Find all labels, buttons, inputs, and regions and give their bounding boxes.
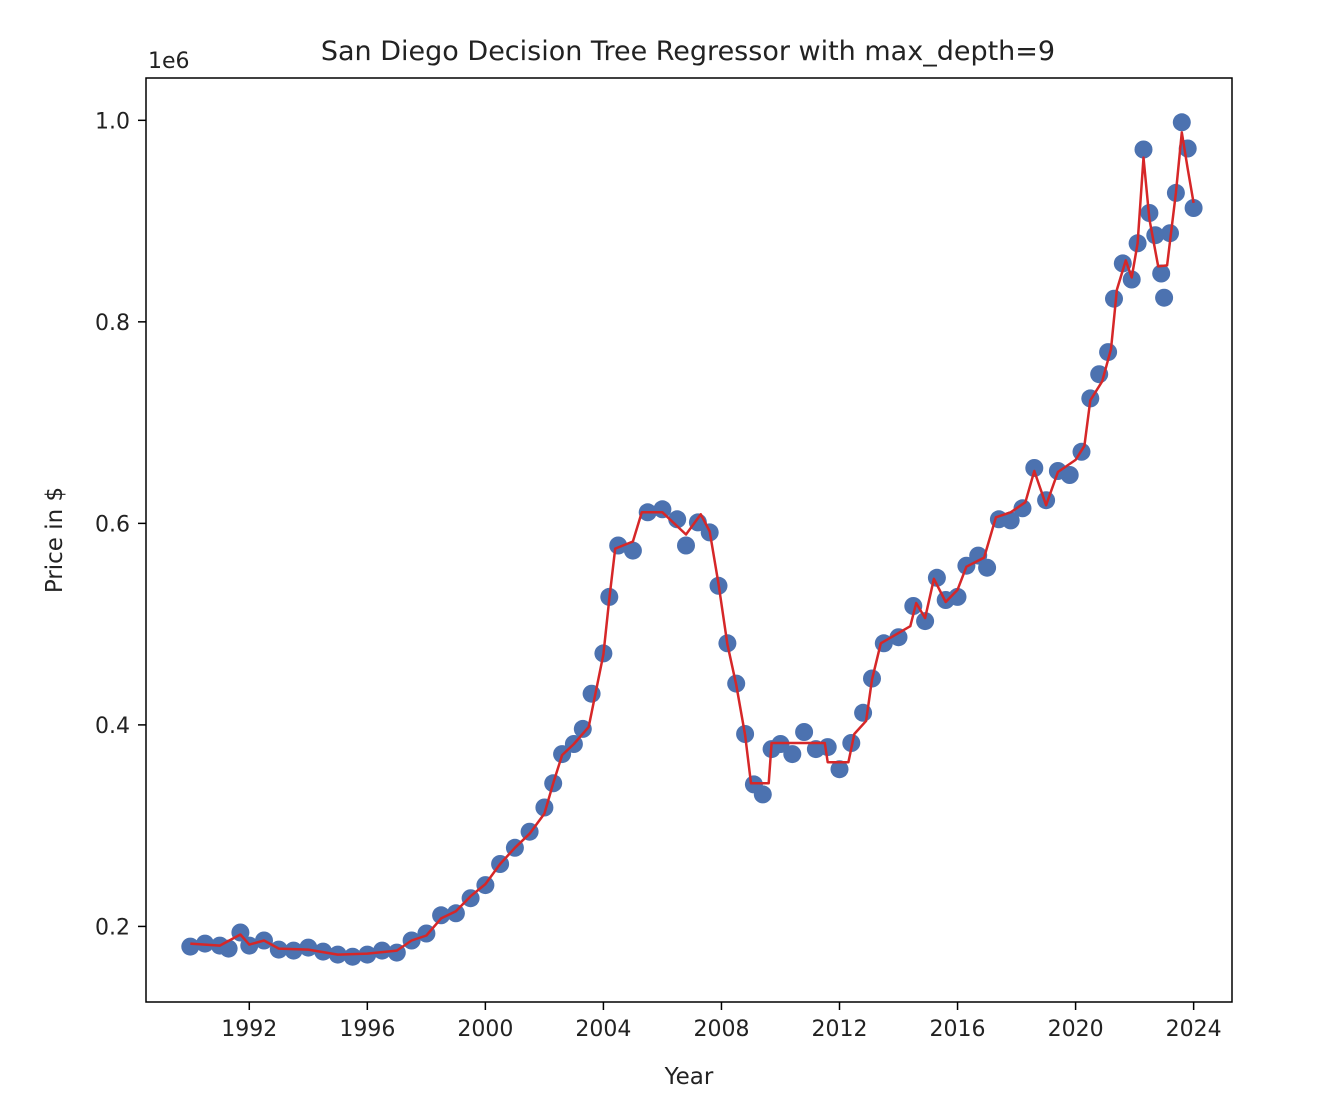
scatter-point: [948, 587, 967, 606]
y-tick-label: 0.2: [95, 915, 130, 940]
scatter-point: [609, 536, 628, 555]
chart-title: San Diego Decision Tree Regressor with m…: [321, 36, 1055, 67]
scatter-point: [1184, 199, 1203, 217]
x-tick-label: 2000: [457, 1017, 513, 1042]
scatter-point: [181, 937, 200, 956]
scatter-point: [1122, 270, 1141, 289]
scatter-point: [1099, 343, 1118, 362]
y-tick-label: 0.4: [95, 714, 130, 739]
y-axis-multiplier-label: 1e6: [148, 49, 190, 74]
scatter-point: [432, 906, 451, 925]
scatter-point: [904, 597, 923, 615]
scatter-point: [623, 541, 642, 560]
scatter-point: [1001, 511, 1020, 530]
scatter-point: [343, 947, 362, 966]
y-tick-label: 1.0: [95, 109, 130, 134]
scatter-point: [978, 558, 997, 577]
y-tick-label: 0.6: [95, 512, 130, 537]
scatter-point: [446, 904, 465, 923]
x-axis-label: Year: [664, 1064, 714, 1090]
y-axis-label: Price in $: [42, 487, 68, 593]
x-tick-label: 2024: [1166, 1017, 1222, 1042]
y-axis: 0.2 0.4 0.6 0.8 1.0: [95, 109, 146, 940]
scatter-point: [1152, 264, 1171, 283]
scatter-point: [299, 938, 318, 957]
x-tick-label: 2004: [575, 1017, 631, 1042]
plot-area: [181, 113, 1203, 966]
scatter-point: [668, 510, 687, 529]
x-tick-label: 2012: [812, 1017, 868, 1042]
x-tick-label: 2020: [1048, 1017, 1104, 1042]
scatter-point: [1037, 491, 1056, 510]
scatter-point: [1105, 289, 1123, 308]
scatter-point: [1155, 288, 1174, 307]
scatter-point: [795, 723, 814, 741]
scatter-point: [783, 745, 802, 764]
axes-frame: [145, 77, 1233, 1003]
x-tick-label: 1992: [221, 1017, 277, 1042]
x-tick-label: 2016: [930, 1017, 986, 1042]
scatter-point: [753, 785, 772, 804]
scatter-point: [535, 798, 554, 817]
scatter-point: [1172, 113, 1191, 132]
scatter-point: [830, 760, 849, 779]
x-tick-label: 2008: [693, 1017, 749, 1042]
scatter-point: [373, 941, 392, 960]
scatter-point: [1025, 459, 1044, 477]
x-axis: 1992 1996 2000 2004 2008 2012 2016 2020 2024: [221, 1002, 1222, 1042]
y-tick-label: 0.8: [95, 311, 130, 336]
scatter-point: [284, 941, 303, 960]
fit-line: [190, 131, 1195, 956]
scatter-point: [1013, 499, 1032, 518]
scatter-point: [653, 500, 672, 519]
scatter-point: [818, 738, 837, 757]
scatter-point: [1134, 140, 1153, 159]
scatter-point: [1060, 466, 1079, 484]
scatter-point: [573, 719, 592, 738]
scatter-point: [889, 628, 908, 647]
scatter-point: [916, 612, 935, 631]
scatter-point: [677, 536, 695, 555]
x-tick-label: 1996: [339, 1017, 395, 1042]
scatter-point: [219, 939, 238, 958]
